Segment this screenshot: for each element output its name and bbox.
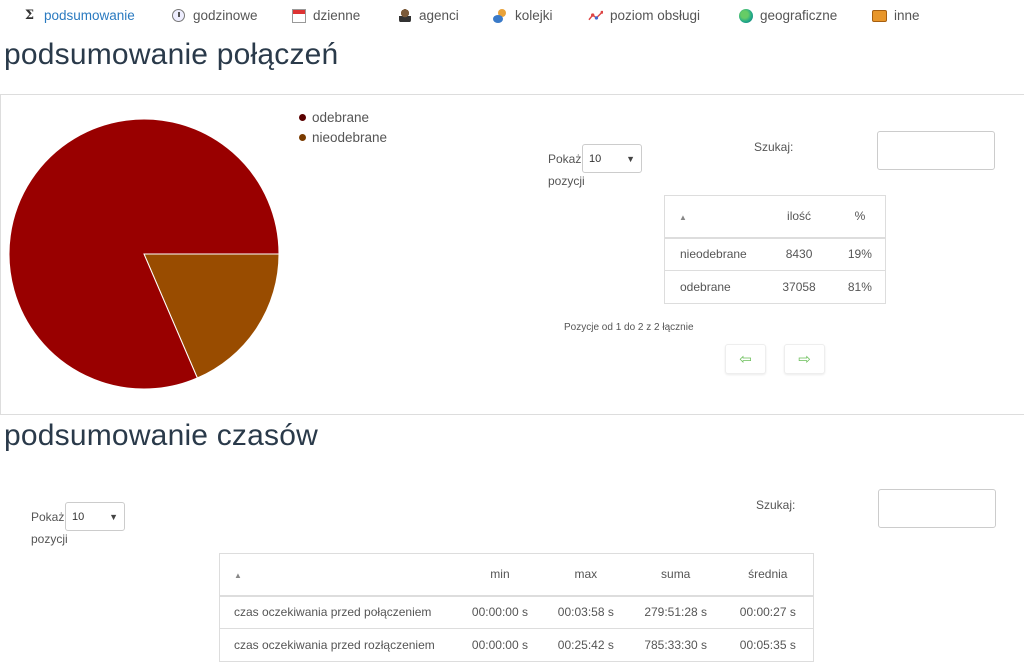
cell-name: czas oczekiwania przed rozłączeniem	[219, 628, 458, 662]
cell-avg: 00:05:35 s	[722, 628, 814, 662]
cell-name: nieodebrane	[664, 237, 764, 271]
times-table: ▲ min max suma średnia czas oczekiwania …	[219, 553, 814, 662]
sort-column-header[interactable]: ▲	[219, 553, 458, 597]
calls-panel: odebrane nieodebrane	[0, 94, 1024, 415]
chevron-down-icon: ▼	[626, 154, 635, 164]
nav-item-label: podsumowanie	[44, 8, 135, 23]
service-level-icon	[588, 8, 603, 23]
cell-sum: 279:51:28 s	[628, 595, 723, 629]
prev-page-button[interactable]: ⇦	[725, 344, 766, 374]
legend-marker	[299, 113, 306, 121]
agent-icon	[397, 8, 412, 23]
nav-item-agenci[interactable]: agenci	[397, 8, 459, 23]
legend-marker	[299, 133, 306, 141]
entries-label: pozycji	[31, 532, 68, 546]
search-label: Szukaj:	[754, 140, 794, 154]
search-input[interactable]	[878, 489, 996, 528]
table-header-row: ▲ min max suma średnia	[219, 553, 814, 597]
table-header-row: ▲ ilość %	[664, 195, 886, 239]
column-header-suma[interactable]: suma	[628, 553, 723, 597]
page-size-select[interactable]: 10 ▼	[65, 502, 125, 531]
page-size-value: 10	[589, 153, 602, 165]
table-row: odebrane 37058 81%	[664, 270, 886, 304]
table-row: czas oczekiwania przed połączeniem 00:00…	[219, 595, 814, 629]
nav-item-label: inne	[894, 8, 920, 23]
column-header-ilosc[interactable]: ilość	[763, 195, 835, 239]
page-title-calls: podsumowanie połączeń	[4, 38, 339, 71]
table-row: czas oczekiwania przed rozłączeniem 00:0…	[219, 628, 814, 662]
sort-asc-icon: ▲	[679, 213, 687, 223]
column-header-srednia[interactable]: średnia	[722, 553, 814, 597]
cell-name: odebrane	[664, 270, 764, 304]
box-icon	[872, 8, 887, 23]
nav-item-kolejki[interactable]: kolejki	[493, 8, 553, 23]
legend-label: nieodebrane	[312, 129, 388, 145]
legend-label: odebrane	[312, 109, 370, 125]
show-label: Pokaż	[31, 510, 65, 524]
nav-item-label: poziom obsługi	[610, 8, 701, 23]
arrow-right-icon: ⇨	[798, 351, 811, 368]
globe-icon	[738, 8, 753, 23]
nav-item-label: dzienne	[313, 8, 361, 23]
search-input[interactable]	[877, 131, 995, 170]
cell-min: 00:00:00 s	[457, 628, 543, 662]
column-header-max[interactable]: max	[542, 553, 629, 597]
page-size-select[interactable]: 10 ▼	[582, 144, 642, 173]
sort-column-header[interactable]: ▲	[664, 195, 764, 239]
cell-name: czas oczekiwania przed połączeniem	[219, 595, 458, 629]
cell-count: 37058	[763, 270, 835, 304]
cell-pct: 19%	[834, 237, 886, 271]
page-title-times: podsumowanie czasów	[4, 419, 318, 452]
entries-label: pozycji	[548, 174, 585, 188]
nav-item-label: godzinowe	[193, 8, 258, 23]
nav-item-label: kolejki	[515, 8, 553, 23]
cell-min: 00:00:00 s	[457, 595, 543, 629]
next-page-button[interactable]: ⇨	[784, 344, 825, 374]
column-header-min[interactable]: min	[457, 553, 543, 597]
pie-slice-nieodebrane[interactable]	[143, 253, 280, 379]
search-label: Szukaj:	[756, 498, 796, 512]
nav-item-geograficzne[interactable]: geograficzne	[738, 8, 837, 23]
sort-asc-icon: ▲	[234, 571, 242, 581]
legend-item-odebrane: odebrane	[299, 107, 387, 127]
nav-item-dzienne[interactable]: dzienne	[291, 8, 360, 23]
cell-max: 00:25:42 s	[542, 628, 629, 662]
show-label: Pokaż	[548, 152, 582, 166]
cell-max: 00:03:58 s	[542, 595, 629, 629]
table-info: Pozycje od 1 do 2 z 2 łącznie	[564, 322, 694, 333]
cell-pct: 81%	[834, 270, 886, 304]
arrow-left-icon: ⇦	[739, 351, 752, 368]
pie-slice-odebrane[interactable]	[8, 118, 280, 390]
nav-item-label: geograficzne	[760, 8, 838, 23]
chevron-down-icon: ▼	[109, 512, 118, 522]
queue-icon	[493, 8, 508, 23]
nav-item-godzinowe[interactable]: godzinowe	[171, 8, 258, 23]
cell-count: 8430	[763, 237, 835, 271]
nav-item-podsumowanie[interactable]: Σ podsumowanie	[22, 8, 135, 23]
pie-chart	[8, 118, 280, 390]
nav-item-inne[interactable]: inne	[872, 8, 920, 23]
table-row: nieodebrane 8430 19%	[664, 237, 886, 271]
cell-avg: 00:00:27 s	[722, 595, 814, 629]
page-size-value: 10	[72, 511, 85, 523]
calendar-icon	[291, 8, 306, 23]
column-header-pct[interactable]: %	[834, 195, 886, 239]
nav-item-poziom-obslugi[interactable]: poziom obsługi	[588, 8, 700, 23]
sigma-icon: Σ	[24, 8, 35, 23]
top-nav: Σ podsumowanie godzinowe dzienne agenci …	[0, 0, 1024, 34]
chart-legend: odebrane nieodebrane	[299, 107, 387, 147]
clock-icon	[171, 8, 186, 23]
calls-table: ▲ ilość % nieodebrane 8430 19% odebrane …	[664, 195, 886, 304]
nav-item-label: agenci	[419, 8, 459, 23]
legend-item-nieodebrane: nieodebrane	[299, 127, 387, 147]
cell-sum: 785:33:30 s	[628, 628, 723, 662]
